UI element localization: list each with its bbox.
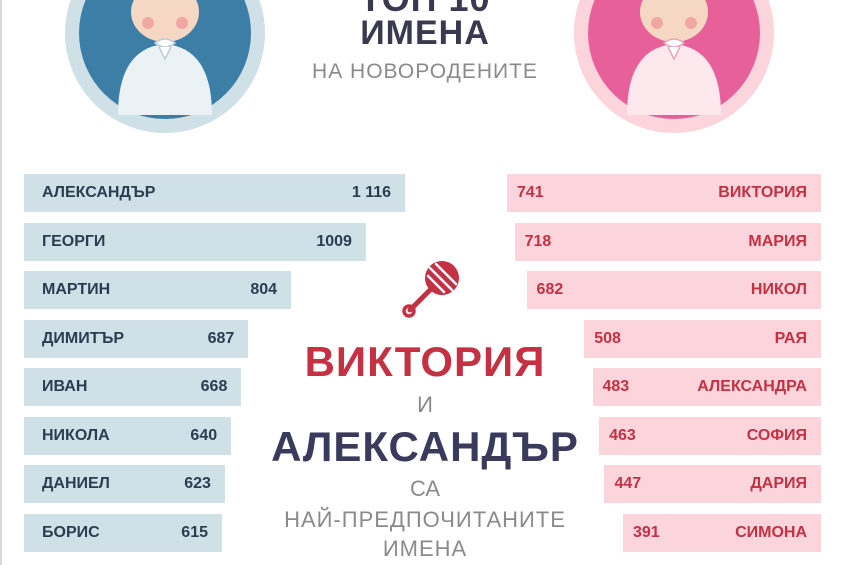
girl-bar-value: 718 bbox=[524, 232, 552, 250]
boy-bar-value: 1009 bbox=[316, 232, 352, 250]
boy-bar-value: 623 bbox=[184, 475, 211, 492]
top-girl-name: ВИКТОРИЯ bbox=[304, 338, 546, 385]
top-boy-name: АЛЕКСАНДЪР bbox=[271, 423, 579, 470]
girl-bar-name: РАЯ bbox=[774, 329, 807, 347]
boy-bar-name: АЛЕКСАНДЪР bbox=[42, 184, 156, 201]
title-main: ИМЕНА bbox=[360, 14, 490, 52]
boy-bar-name: ИВАН bbox=[42, 378, 88, 395]
boy-bar-name: БОРИС bbox=[42, 523, 100, 541]
girl-bar-name: ДАРИЯ bbox=[750, 475, 807, 492]
boy-bar-value: 615 bbox=[181, 523, 208, 541]
girl-bar-name: СОФИЯ bbox=[746, 426, 807, 444]
boy-bar-name: НИКОЛА bbox=[42, 426, 110, 444]
girl-bar: 483 АЛЕКСАНДРА bbox=[592, 368, 821, 406]
girl-bar-name: НИКОЛ bbox=[750, 281, 807, 298]
girl-bar: 447 ДАРИЯ bbox=[604, 465, 821, 503]
boy-bar: ДАНИЕЛ 623 bbox=[24, 465, 225, 503]
girl-bar: 741 ВИКТОРИЯ bbox=[507, 174, 821, 212]
preferred-text: НАЙ-ПРЕДПОЧИТАНИТЕ bbox=[284, 507, 566, 532]
girl-bar: 391 СИМОНА bbox=[623, 513, 821, 552]
title-subtitle: НА НОВОРОДЕНИТЕ bbox=[312, 60, 538, 83]
title-top: ТОП 10 bbox=[280, 0, 570, 20]
girl-avatar-icon bbox=[565, 0, 783, 135]
girl-bar: 463 СОФИЯ bbox=[599, 416, 821, 455]
boy-bar-name: ГЕОРГИ bbox=[42, 232, 106, 250]
boy-bar: АЛЕКСАНДЪР 1 116 bbox=[24, 174, 405, 212]
boy-bar-value: 804 bbox=[250, 281, 278, 298]
girl-bar-value: 463 bbox=[609, 426, 636, 444]
girl-bar-value: 741 bbox=[517, 184, 544, 201]
rattle-icon bbox=[400, 256, 464, 320]
are-word: СА bbox=[409, 476, 441, 501]
boy-bar-value: 1 116 bbox=[351, 184, 391, 201]
boy-bar: НИКОЛА 640 bbox=[24, 416, 232, 455]
boy-bar-value: 687 bbox=[207, 329, 235, 347]
boy-bar: ДИМИТЪР 687 bbox=[24, 319, 249, 358]
girl-bar-name: ВИКТОРИЯ bbox=[718, 184, 807, 201]
boy-bar-name: ДАНИЕЛ bbox=[42, 475, 110, 492]
girl-bar-value: 391 bbox=[633, 523, 660, 541]
girl-bar-value: 508 bbox=[594, 329, 621, 347]
boy-bar-value: 668 bbox=[200, 378, 228, 395]
names-word: ИМЕНА bbox=[382, 536, 468, 561]
girl-bar-name: АЛЕКСАНДРА bbox=[697, 378, 807, 395]
girl-bar-value: 447 bbox=[614, 475, 642, 492]
girl-bar-value: 483 bbox=[602, 378, 630, 395]
boy-bar: ГЕОРГИ 1009 bbox=[24, 222, 366, 261]
boy-bar: БОРИС 615 bbox=[24, 513, 222, 552]
boy-avatar-icon bbox=[56, 0, 274, 135]
and-word: И bbox=[417, 392, 433, 417]
left-frame-line bbox=[0, 0, 2, 565]
boy-bar: ИВАН 668 bbox=[24, 368, 242, 406]
boy-bar: МАРТИН 804 bbox=[24, 271, 292, 309]
girl-bar-value: 682 bbox=[536, 281, 564, 298]
girl-bar: 508 РАЯ bbox=[584, 319, 821, 358]
girl-bar-name: СИМОНА bbox=[735, 523, 807, 541]
boy-bar-name: ДИМИТЪР bbox=[42, 329, 125, 347]
boy-bar-name: МАРТИН bbox=[42, 281, 111, 298]
girl-bar: 682 НИКОЛ bbox=[526, 271, 821, 309]
girl-bar-name: МАРИЯ bbox=[748, 232, 807, 250]
boy-bar-value: 640 bbox=[190, 426, 218, 444]
girl-bar: 718 МАРИЯ bbox=[514, 222, 821, 261]
